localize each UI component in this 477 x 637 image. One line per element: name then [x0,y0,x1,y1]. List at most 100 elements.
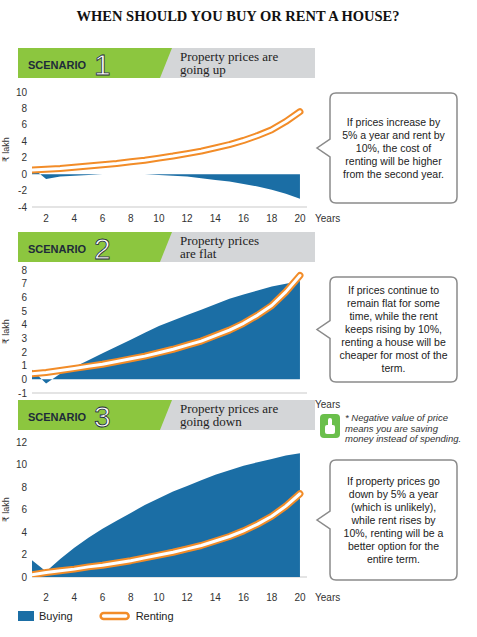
x-tick-label: 6 [100,592,106,603]
y-tick-label: 10 [16,87,28,98]
x-tick-label: 6 [100,213,106,224]
x-tick-label: 2 [43,213,49,224]
x-tick-label: 10 [153,213,165,224]
x-tick-label: 18 [266,592,278,603]
note-icon [320,414,340,438]
legend-swatch [101,613,129,619]
y-tick-label: 0 [21,169,27,180]
y-tick-label: 6 [21,504,27,515]
scenario-panel: SCENARIO3Property prices aregoing down02… [1,400,457,603]
renting-line-inner [32,275,300,373]
scenario-title: Property prices aregoing up [180,49,278,77]
x-tick-label: 12 [182,592,194,603]
infographic: WHEN SHOULD YOU BUY OR RENT A HOUSE? SCEN… [0,0,477,637]
text-line: renting will be higher [345,155,442,167]
x-axis-label: Years [315,399,340,410]
header-band [18,400,315,430]
y-tick-label: 2 [21,347,27,358]
x-tick-label: 16 [238,213,250,224]
note-text: * Negative value of pricemeans you are s… [345,412,461,444]
x-tick-label: 14 [210,213,222,224]
y-tick-label: 6 [21,119,27,130]
callout-box [317,93,457,203]
page-title: WHEN SHOULD YOU BUY OR RENT A HOUSE? [77,8,400,24]
x-tick-label: 14 [210,592,222,603]
scenario-label: SCENARIO [28,411,87,423]
y-tick-label: 2 [21,152,27,163]
callout-text: If prices increase by5% a year and rent … [342,116,445,180]
legend-label: Renting [136,610,174,622]
note: * Negative value of pricemeans you are s… [320,412,461,444]
renting-line-inner [32,494,300,575]
text-line: If prices increase by [347,116,441,128]
y-tick-label: 4 [21,319,27,330]
legend: BuyingRenting [18,610,174,622]
scenario-title: Property prices aregoing down [180,401,278,429]
header-title-box [160,232,315,262]
x-axis-line [32,393,307,394]
legend-swatch [18,611,34,621]
text-line: If property prices go [347,475,440,487]
renting-line [32,494,300,575]
x-tick-label: 10 [153,592,165,603]
y-tick-label: 2 [21,549,27,560]
renting-line [32,112,300,170]
y-axis-label: ₹ lakh [1,497,11,522]
callout-text: If property prices godown by 5% a year(w… [344,475,444,565]
x-tick-label: 2 [43,592,49,603]
text-line: cheaper for most of the [340,349,448,361]
x-axis-label: Years [315,213,340,224]
text-line: If prices continue to [348,284,439,296]
text-line: 5% a year and rent by [342,129,445,141]
y-tick-label: 10 [16,459,28,470]
renting-line [32,275,300,373]
text-line: renting a house will be [341,336,446,348]
note-icon-hand [325,425,335,434]
text-line: better option for the [348,540,439,552]
x-tick-label: 20 [294,592,306,603]
y-axis-label: ₹ lakh [1,319,11,344]
buying-area [32,168,300,199]
callout-box [317,277,457,382]
y-tick-label: 1 [21,360,27,371]
text-line: 10%, the cost of [356,142,431,154]
x-tick-label: 16 [238,592,250,603]
x-axis-label: Years [315,592,340,603]
callout-box [317,460,457,580]
text-line: keeps rising by 10%, [345,323,442,335]
scenario-label: SCENARIO [28,243,87,255]
header-title-box [160,48,315,78]
plot-marks [32,112,300,199]
header-band [18,232,315,262]
y-tick-label: 4 [21,136,27,147]
x-axis-line [32,207,307,208]
text-line: while rent rises by [350,514,436,526]
text-line: down by 5% a year [349,488,439,500]
y-tick-label: 0 [21,374,27,385]
scenario-number: 3 [94,400,111,433]
text-line: are flat [180,246,217,261]
text-line: term. [382,362,406,374]
text-line: (which is unlikely), [351,501,436,513]
scenario-panel: SCENARIO2Property pricesare flat-1012345… [1,232,457,410]
y-tick-label: 12 [16,437,28,448]
x-tick-label: 20 [294,213,306,224]
y-axis-label: ₹ lakh [1,137,11,162]
plot-marks [32,453,300,577]
y-tick-label: -1 [18,388,27,399]
scenario-number: 1 [94,48,111,81]
buying-area [32,453,300,577]
plot-marks [32,275,300,383]
y-tick-label: 8 [21,482,27,493]
text-line: remain flat for some [347,297,440,309]
y-tick-label: 6 [21,292,27,303]
y-tick-label: -4 [18,202,27,213]
scenario-label: SCENARIO [28,59,87,71]
text-line: 10%, renting will be a [344,527,444,539]
y-tick-label: 8 [21,103,27,114]
y-tick-label: 8 [21,265,27,276]
x-tick-label: 4 [72,213,78,224]
y-tick-label: -2 [18,185,27,196]
x-tick-label: 12 [182,213,194,224]
y-tick-label: 7 [21,278,27,289]
